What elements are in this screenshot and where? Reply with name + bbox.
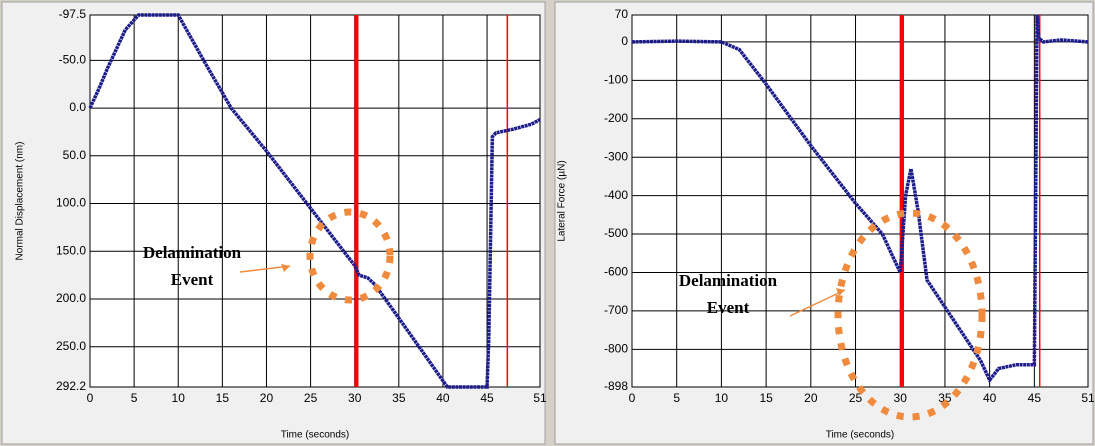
y-axis-label: Lateral Force (µN): [557, 160, 568, 241]
x-tick-label: 20: [260, 391, 274, 405]
annotation-arrow: [239, 265, 291, 273]
y-tick-label: 0: [621, 34, 628, 48]
annotation-arrow: [789, 289, 846, 317]
x-tick-label: 10: [715, 391, 729, 405]
x-tick-label: 30: [348, 391, 362, 405]
y-tick-label: -700: [604, 303, 628, 317]
x-tick-label: 0: [629, 391, 636, 405]
highlight-circle: [834, 209, 986, 421]
y-tick-label: 70: [615, 7, 629, 21]
x-tick-label: 45: [480, 391, 494, 405]
annotation-text: Event: [171, 270, 214, 289]
x-tick-label: 10: [172, 391, 186, 405]
y-tick-label: 292.2: [56, 379, 86, 393]
annotation-arrowhead: [281, 264, 290, 272]
x-axis-label: Time (seconds): [281, 430, 350, 441]
x-tick-label: 51: [1081, 391, 1095, 405]
x-tick-label: 5: [131, 391, 138, 405]
x-tick-label: 15: [759, 391, 773, 405]
x-tick-label: 40: [436, 391, 450, 405]
y-tick-label: 200.0: [56, 291, 86, 305]
y-tick-label: -97.5: [59, 7, 87, 21]
y-tick-label: 250.0: [56, 339, 86, 353]
x-axis-label: Time (seconds): [826, 430, 895, 441]
annotation-text: Delamination: [679, 271, 778, 290]
y-tick-label: -50.0: [59, 53, 87, 67]
annotation-text: Event: [707, 298, 750, 317]
y-tick-label: 150.0: [56, 243, 86, 257]
y-tick-label: -200: [604, 111, 628, 125]
y-tick-label: -600: [604, 265, 628, 279]
x-tick-label: 45: [1028, 391, 1042, 405]
x-tick-label: 25: [849, 391, 863, 405]
y-tick-label: -400: [604, 188, 628, 202]
y-tick-label: -300: [604, 149, 628, 163]
x-tick-label: 35: [938, 391, 952, 405]
x-tick-label: 5: [673, 391, 680, 405]
y-tick-label: -500: [604, 226, 628, 240]
y-tick-label: 100.0: [56, 196, 86, 210]
plot-area: [631, 14, 1089, 388]
x-tick-label: 25: [304, 391, 318, 405]
annotation-text: Delamination: [143, 243, 242, 262]
x-tick-label: 35: [392, 391, 406, 405]
y-tick-label: -100: [604, 73, 628, 87]
x-tick-label: 40: [983, 391, 997, 405]
data-line: [88, 13, 541, 389]
y-axis-label: Normal Displacement (nm): [15, 142, 26, 261]
x-tick-label: 30: [894, 391, 908, 405]
x-tick-label: 0: [87, 391, 94, 405]
annotation-arrowhead: [836, 288, 845, 296]
y-tick-label: 0.0: [69, 100, 86, 114]
y-tick-label: -898: [604, 379, 628, 393]
x-tick-label: 20: [804, 391, 818, 405]
y-tick-label: 50.0: [63, 148, 87, 162]
x-tick-label: 51: [533, 391, 547, 405]
y-tick-label: -800: [604, 342, 628, 356]
highlight-circle: [306, 208, 394, 304]
plot-area: [89, 14, 541, 388]
x-tick-label: 15: [216, 391, 230, 405]
data-line: [631, 14, 1089, 384]
